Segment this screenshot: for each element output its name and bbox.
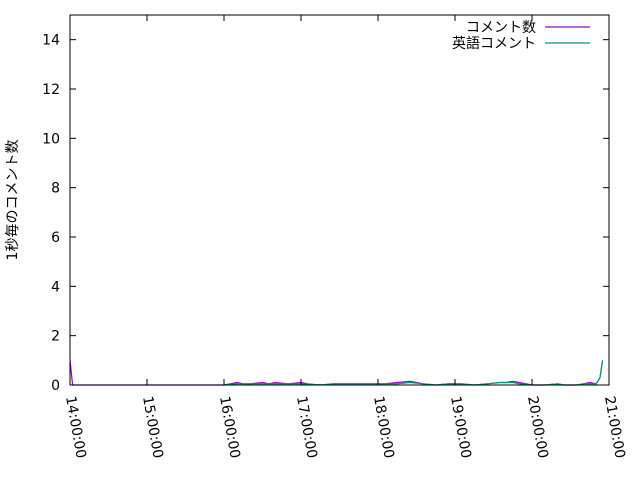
x-tick-label: 20:00:00: [524, 395, 551, 460]
y-tick-label: 12: [42, 82, 60, 98]
plot-lines: [69, 360, 604, 386]
axis-ticks: 0 2 4 6 8 10 12 14 14:00:00 15:00:00 16:00:00 17:00…: [42, 15, 628, 460]
x-tick-label: 17:00:00: [293, 395, 320, 460]
y-tick-label: 6: [51, 230, 60, 246]
y-tick-label: 10: [42, 131, 60, 147]
x-tick-label: 16:00:00: [216, 395, 243, 460]
x-tick-label: 14:00:00: [62, 395, 89, 460]
y-tick-label: 4: [51, 279, 60, 295]
x-tick-label: 19:00:00: [447, 395, 474, 460]
y-tick-label: 0: [51, 378, 60, 394]
x-tick-label: 15:00:00: [139, 395, 166, 460]
y-axis-label: 1秒毎のコメント数: [5, 140, 21, 261]
y-tick-label: 2: [51, 329, 60, 345]
y-tick-label: 8: [51, 181, 60, 197]
legend-label: 英語コメント: [452, 35, 536, 52]
x-tick-label: 18:00:00: [370, 395, 397, 460]
legend-label: コメント数: [466, 20, 536, 36]
x-tick-label: 21:00:00: [601, 395, 628, 460]
plot-border: [69, 14, 610, 386]
series-line-0: [69, 360, 604, 386]
y-tick-label: 14: [42, 33, 60, 49]
